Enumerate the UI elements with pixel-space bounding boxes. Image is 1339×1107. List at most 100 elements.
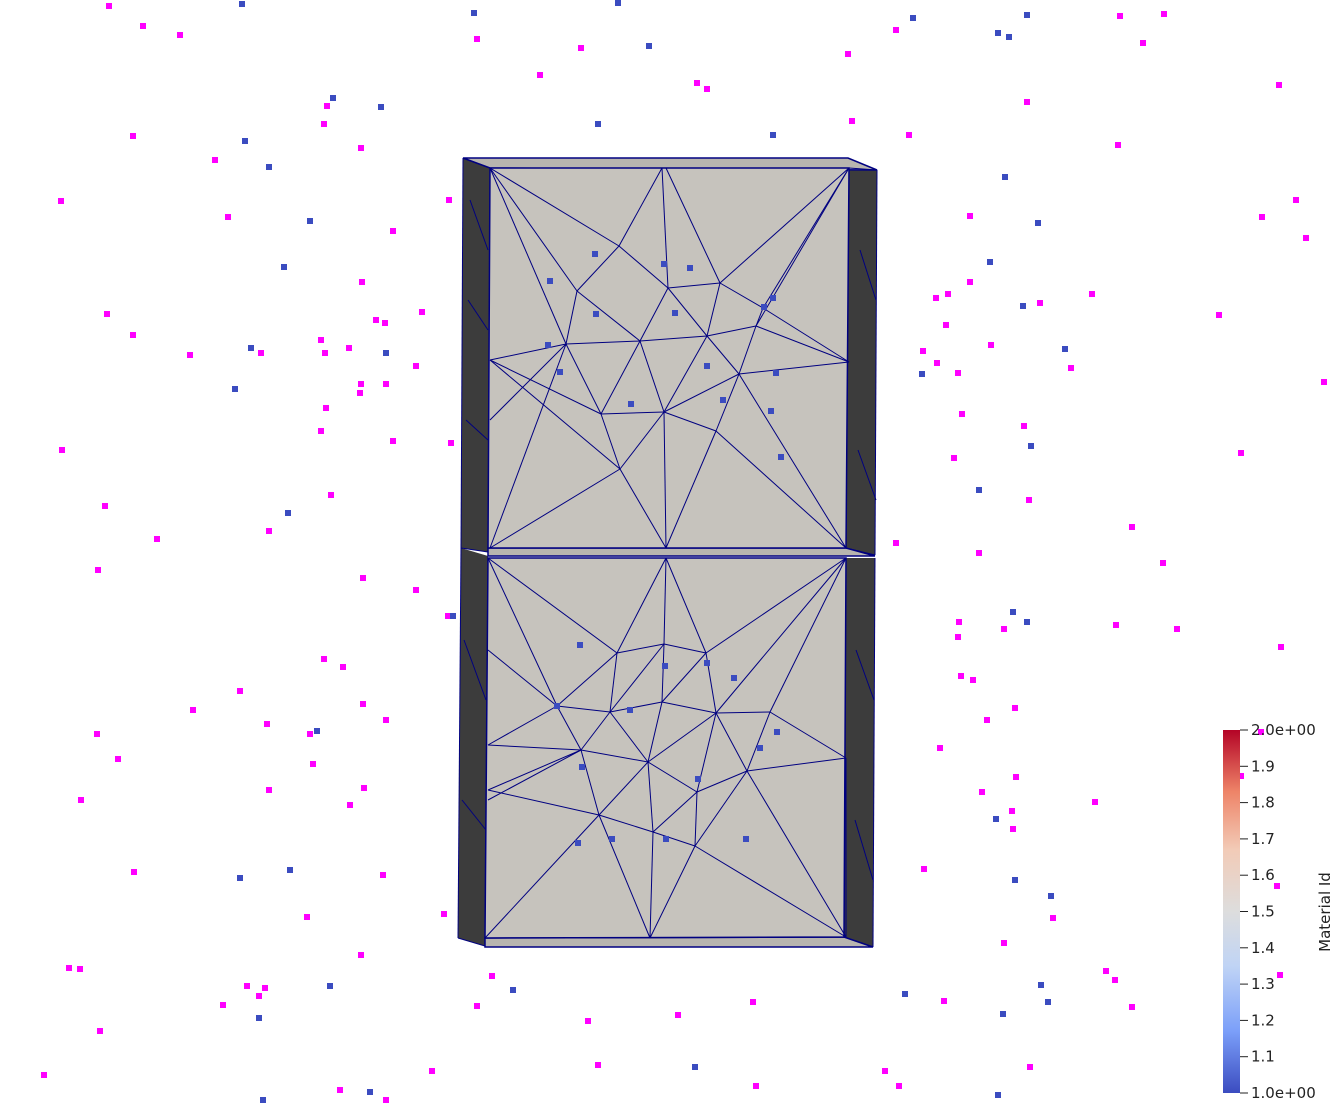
mesh-edge: [719, 167, 850, 284]
point-material-1: [661, 261, 667, 267]
point-material-1: [1024, 619, 1030, 625]
mesh-edge: [855, 649, 875, 701]
point-material-2: [154, 536, 160, 542]
mesh-edge: [665, 167, 721, 284]
mesh-edge: [639, 335, 708, 342]
mesh-edge: [755, 325, 850, 363]
point-material-2: [976, 550, 982, 556]
point-material-2: [1001, 940, 1007, 946]
mesh-edge: [694, 791, 698, 847]
mesh-edge: [667, 287, 708, 337]
mesh-edge: [484, 814, 600, 939]
point-material-2: [323, 405, 329, 411]
point-material-1: [1000, 1011, 1006, 1017]
point-material-2: [934, 360, 940, 366]
point-material-1: [378, 104, 384, 110]
point-material-2: [225, 214, 231, 220]
mesh-edge: [715, 712, 748, 772]
mesh-edge: [618, 245, 669, 289]
mesh-edge: [487, 557, 618, 654]
mesh-edge: [663, 411, 667, 549]
point-material-1: [595, 121, 601, 127]
mesh-edge: [843, 936, 874, 948]
mesh-edge: [489, 359, 621, 470]
point-material-2: [177, 32, 183, 38]
mesh-edge: [647, 761, 698, 793]
point-material-2: [1303, 235, 1309, 241]
point-material-2: [66, 965, 72, 971]
point-material-1: [976, 487, 982, 493]
point-material-2: [237, 688, 243, 694]
point-material-1: [1006, 34, 1012, 40]
point-material-2: [979, 789, 985, 795]
mesh-edge: [580, 749, 600, 816]
point-material-1: [314, 728, 320, 734]
point-material-2: [1021, 423, 1027, 429]
point-material-1: [545, 342, 551, 348]
point-material-1: [910, 15, 916, 21]
point-material-1: [239, 1, 245, 7]
mesh-edge: [489, 468, 621, 549]
point-material-2: [1112, 977, 1118, 983]
point-material-1: [592, 251, 598, 257]
point-material-1: [1020, 303, 1026, 309]
mesh-edge: [661, 167, 669, 289]
point-material-1: [383, 350, 389, 356]
mesh-edge: [598, 814, 651, 939]
mesh-edge: [746, 757, 847, 772]
point-material-2: [413, 363, 419, 369]
point-material-2: [324, 103, 330, 109]
mesh-edge: [661, 643, 665, 703]
point-material-2: [1278, 644, 1284, 650]
colorbar-tick-label: 1.6: [1251, 866, 1275, 884]
point-material-2: [1013, 774, 1019, 780]
point-material-2: [190, 707, 196, 713]
point-material-1: [242, 138, 248, 144]
point-material-2: [130, 332, 136, 338]
point-material-2: [130, 133, 136, 139]
mesh-edge: [556, 705, 582, 751]
colorbar-ticks: 2.0e+00 1.9 1.8 1.7 1.6 1.5 1.4 1.3 1.2 1.1 1.0e+0…: [1240, 721, 1316, 1102]
point-material-1: [704, 363, 710, 369]
point-material-1: [266, 164, 272, 170]
mesh-edge: [639, 287, 669, 342]
point-material-2: [77, 966, 83, 972]
mesh-edge: [854, 819, 874, 881]
point-material-2: [359, 279, 365, 285]
point-material-1: [330, 95, 336, 101]
mesh-edge: [609, 701, 663, 713]
mesh-edge: [576, 290, 641, 342]
mesh-edge: [487, 789, 600, 816]
point-material-2: [321, 656, 327, 662]
mesh-edge: [755, 307, 764, 327]
point-material-2: [360, 701, 366, 707]
point-material-2: [390, 228, 396, 234]
point-material-2: [318, 337, 324, 343]
point-material-2: [115, 756, 121, 762]
point-material-2: [1238, 773, 1244, 779]
colorbar-tick-label: 2.0e+00: [1251, 721, 1316, 739]
point-material-2: [1001, 626, 1007, 632]
point-material-1: [627, 707, 633, 713]
point-material-2: [380, 872, 386, 878]
mesh-edge: [715, 373, 740, 432]
point-material-1: [778, 454, 784, 460]
point-material-1: [1010, 609, 1016, 615]
mesh-edge: [461, 799, 487, 831]
point-material-2: [383, 381, 389, 387]
mesh-edge: [487, 744, 582, 751]
mesh-edge: [489, 343, 567, 361]
point-material-1: [731, 675, 737, 681]
mesh-edge: [565, 340, 641, 345]
point-material-2: [187, 352, 193, 358]
point-material-2: [361, 785, 367, 791]
point-material-1: [695, 776, 701, 782]
point-material-2: [1274, 883, 1280, 889]
point-material-2: [474, 36, 480, 42]
point-material-2: [264, 721, 270, 727]
point-material-2: [347, 802, 353, 808]
mesh-edge: [694, 845, 847, 938]
mesh-edge: [639, 340, 665, 413]
mesh-edge: [600, 340, 641, 415]
